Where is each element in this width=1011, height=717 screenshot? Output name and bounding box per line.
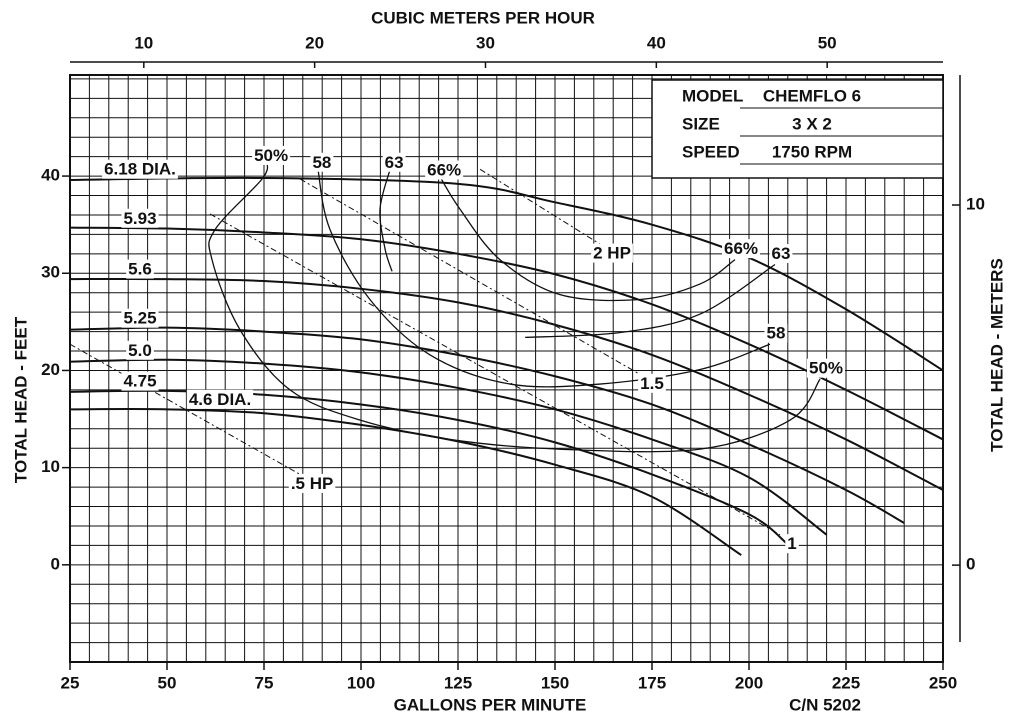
curve-label: 58 [312,153,331,172]
label-background [310,152,334,172]
curve-label: 1.5 [640,374,664,393]
x2-axis-title: CUBIC METERS PER HOUR [371,8,595,27]
y-tick-label: 20 [41,360,60,379]
curve-label: 4.75 [123,372,156,391]
curve-label: 2 HP [593,244,631,263]
x-tick-label: 125 [444,673,472,692]
efficiency-curve [439,176,736,302]
curve-label: 1 [787,534,796,553]
power-line [299,178,641,375]
label-background [186,389,254,409]
x-axis-title: GALLONS PER MINUTE [394,695,587,714]
x-tick-label: 50 [158,673,177,692]
info-label: MODEL [682,86,743,105]
label-background [591,243,633,263]
y2-tick-label: 0 [966,555,975,574]
plot-frame [69,74,944,663]
power-line [69,343,301,475]
info-value: 1750 RPM [772,142,852,161]
x-tick-label: 175 [638,673,666,692]
label-background [121,208,159,228]
info-value: 3 X 2 [792,114,832,133]
x2-tick-label: 50 [818,33,837,52]
curve-label: 4.6 DIA. [189,390,251,409]
head-curve [69,176,944,372]
y2-axis-title: TOTAL HEAD - METERS [987,258,1006,452]
label-background [722,239,761,259]
efficiency-curve [317,169,771,388]
label-background [126,340,154,360]
label-background [121,371,159,391]
curve-label: 66% [427,161,461,180]
curve-label: 63 [772,244,791,263]
curve-label: 6.18 DIA. [104,160,176,179]
head-curve [69,326,905,524]
annotation: C/N 5202 [789,695,861,714]
x2-tick-label: 30 [476,33,495,52]
label-background [769,243,793,263]
label-background [288,473,336,493]
x-tick-label: 75 [255,673,274,692]
efficiency-curve [208,162,821,453]
x2-tick-label: 10 [134,33,153,52]
info-label: SPEED [682,142,740,161]
x-tick-label: 250 [929,673,957,692]
info-value: CHEMFLO 6 [763,86,861,105]
curve-label: 50% [254,146,288,165]
x-tick-label: 100 [347,673,375,692]
y-tick-label: 30 [41,263,60,282]
x-tick-label: 200 [735,673,763,692]
info-box [651,79,944,179]
curve-label: .5 HP [291,474,334,493]
label-background [126,259,154,279]
curve-label: 5.0 [128,341,152,360]
head-curve [69,226,944,441]
curve-label: 5.93 [123,209,156,228]
curve-label: 63 [385,153,404,172]
label-background [382,152,406,172]
y-tick-label: 10 [41,457,60,476]
head-curve [69,408,742,556]
curve-label: 58 [766,324,785,343]
label-background [121,308,159,328]
power-line [479,168,601,245]
head-curve [69,277,944,491]
label-background [102,159,178,179]
y-tick-label: 0 [51,554,60,573]
label-background [785,534,799,554]
x2-tick-label: 40 [647,33,666,52]
label-background [764,323,788,343]
y-tick-label: 40 [41,166,60,185]
label-background [638,373,666,393]
label-background [425,160,464,180]
label-background [806,358,846,378]
curve-label: 50% [809,359,843,378]
label-background [252,145,291,165]
head-curve [69,358,828,536]
efficiency-curve [379,169,776,339]
x-tick-label: 25 [61,673,80,692]
curve-label: 5.25 [123,309,156,328]
curve-label: 5.6 [128,260,152,279]
x-tick-label: 150 [541,673,569,692]
info-label: SIZE [682,114,720,133]
y2-tick-label: 10 [966,194,985,213]
x-tick-label: 225 [832,673,860,692]
curve-label: 66% [724,239,758,258]
x2-tick-label: 20 [305,33,324,52]
y-axis-title: TOTAL HEAD - FEET [11,316,30,483]
